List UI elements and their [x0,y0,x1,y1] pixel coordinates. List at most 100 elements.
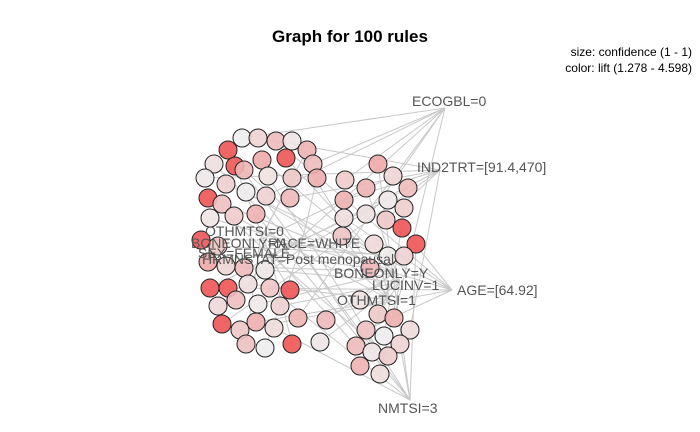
rule-node [212,314,232,334]
rule-edge [393,107,446,319]
rule-node [252,150,272,170]
rule-node [195,168,215,188]
rule-node [356,320,376,340]
rule-node [398,178,418,198]
rule-node [288,308,308,328]
item-label-age: AGE=[64.92] [457,282,538,298]
rule-node [266,131,286,151]
rule-edge [409,169,441,331]
rule-node [200,278,220,298]
item-label-layer: ECOGBL=0 IND2TRT=[91.4,470] AGE=[64.92] … [191,93,546,416]
rule-node [360,258,380,278]
rule-edge [365,107,446,215]
rule-node [335,170,355,190]
rule-node [392,218,412,238]
item-label-ind2trt: IND2TRT=[91.4,470] [417,159,546,175]
rule-node [364,234,384,254]
graph-title: Graph for 100 rules [272,27,428,46]
rule-node [224,206,244,226]
rule-node [390,334,410,354]
rule-node [370,364,390,384]
rule-node [400,320,420,340]
item-label-othmtsi-1: OTHMTSI=1 [337,292,416,308]
rule-node [394,246,414,266]
rule-node [394,198,414,218]
rule-edge [269,287,411,401]
rule-node [208,236,228,256]
item-label-sex: SEX=FEMALE [198,245,290,261]
rule-node [282,334,302,354]
rule-node [282,131,302,151]
rule-node [374,326,394,346]
rule-node [198,252,218,272]
rule-node [334,190,354,210]
rule-edge [233,215,391,301]
rule-edge [259,239,389,257]
item-label-ecogbl: ECOGBL=0 [412,93,487,109]
rule-edge [299,177,318,251]
rule-node [260,278,280,298]
rule-node [246,312,266,332]
rule-edge [259,239,357,347]
rule-node [334,208,354,228]
rule-node [356,204,376,224]
rule-node [280,188,300,208]
rule-edge [209,217,453,291]
rule-edge [269,254,371,269]
legend-color-text: color: lift (1.278 - 4.598) [565,61,692,75]
rule-edge [259,239,291,291]
rule-node [234,160,254,180]
rule-node [246,204,266,224]
rule-edge [365,187,401,283]
item-label-hrmnstat: HRMNSTAT=Post menopausal [202,251,394,267]
rule-node [256,186,276,206]
rule-edge [373,243,391,301]
rule-edge [312,107,446,165]
item-label-othmtsi-0: OTHMTSI=0 [205,223,284,239]
rule-node [258,166,278,186]
rule-node [383,166,403,186]
rule-node [236,182,256,202]
rule-node [346,336,366,356]
rule-node [406,234,426,254]
item-label-nmtsi: NMTSI=3 [378,400,438,416]
item-label-race: RACE=WHITE [268,235,360,251]
item-label-boneonly-n: BONEONLY=N [191,235,286,251]
rule-node [248,128,268,148]
rule-node [368,154,388,174]
rule-node [356,178,376,198]
rule-node [238,274,258,294]
rule-node [310,332,330,352]
rule-node [280,280,300,300]
rule-node [384,308,404,328]
rule-node [332,226,352,246]
rule-node [378,190,398,210]
rule-edge [319,281,401,343]
rule-node [236,334,256,354]
rule-node-layer [191,128,426,384]
legend-size-text: size: confidence (1 - 1) [570,45,692,59]
rule-node [350,290,370,310]
rule-node [212,194,232,214]
rule-edge [365,289,453,331]
item-label-lucinv: LUCINV=1 [372,277,440,293]
rule-node [264,318,284,338]
rule-node [270,296,290,316]
rule-node [232,128,252,148]
rule-node [200,208,220,228]
rule-node [208,296,228,316]
rule-node [204,154,224,174]
rule-node [362,342,382,362]
rule-node [376,210,396,230]
rule-edge [344,107,446,181]
rule-node [282,168,302,188]
rule-node [350,356,370,376]
rule-node [255,338,275,358]
rule-node [191,230,211,250]
rule-node [226,290,246,310]
rule-node [255,260,275,280]
rule-node [218,140,238,160]
rule-node [216,174,236,194]
rule-node [276,148,296,168]
